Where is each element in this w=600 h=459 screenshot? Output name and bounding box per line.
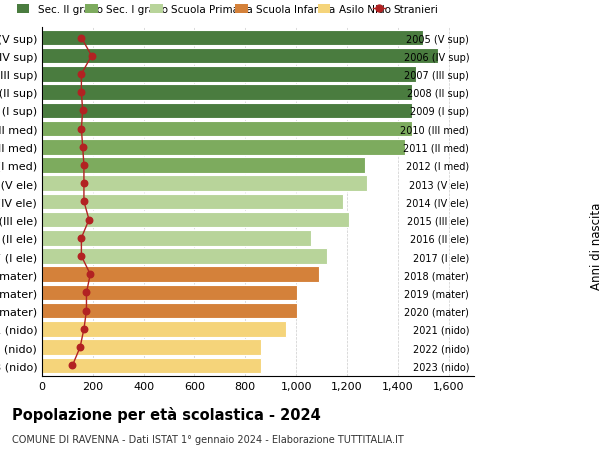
Text: COMUNE DI RAVENNA - Dati ISTAT 1° gennaio 2024 - Elaborazione TUTTITALIA.IT: COMUNE DI RAVENNA - Dati ISTAT 1° gennai… <box>12 434 404 444</box>
Bar <box>42 103 412 119</box>
Point <box>79 325 89 333</box>
Bar <box>42 249 326 264</box>
Point <box>82 289 91 297</box>
Point <box>82 308 91 315</box>
Legend: Sec. II grado, Sec. I grado, Scuola Primaria, Scuola Infanzia, Asilo Nido, Stran: Sec. II grado, Sec. I grado, Scuola Prim… <box>17 6 439 15</box>
Bar <box>42 213 349 228</box>
Text: Anni di nascita: Anni di nascita <box>590 202 600 289</box>
Point <box>79 162 89 169</box>
Point <box>77 253 86 260</box>
Bar <box>42 267 319 282</box>
Bar <box>42 194 343 210</box>
Bar <box>42 31 423 46</box>
Point <box>79 198 89 206</box>
Point <box>78 144 88 151</box>
Point <box>77 126 86 133</box>
Point <box>77 35 86 42</box>
Bar <box>42 285 298 301</box>
Point <box>84 217 94 224</box>
Bar <box>42 303 298 319</box>
Point <box>68 362 77 369</box>
Bar <box>42 321 286 337</box>
Point <box>78 107 88 115</box>
Point <box>77 89 86 97</box>
Bar <box>42 340 260 355</box>
Bar <box>42 140 406 155</box>
Bar <box>42 176 367 191</box>
Point <box>76 344 85 351</box>
Text: Popolazione per età scolastica - 2024: Popolazione per età scolastica - 2024 <box>12 406 321 422</box>
Bar <box>42 67 416 83</box>
Point <box>85 271 95 278</box>
Point <box>79 180 89 187</box>
Bar <box>42 122 412 137</box>
Bar <box>42 230 311 246</box>
Bar <box>42 358 260 373</box>
Point <box>87 53 97 60</box>
Point <box>77 235 86 242</box>
Bar <box>42 85 412 101</box>
Bar <box>42 49 439 64</box>
Bar <box>42 158 365 174</box>
Point <box>77 71 86 78</box>
